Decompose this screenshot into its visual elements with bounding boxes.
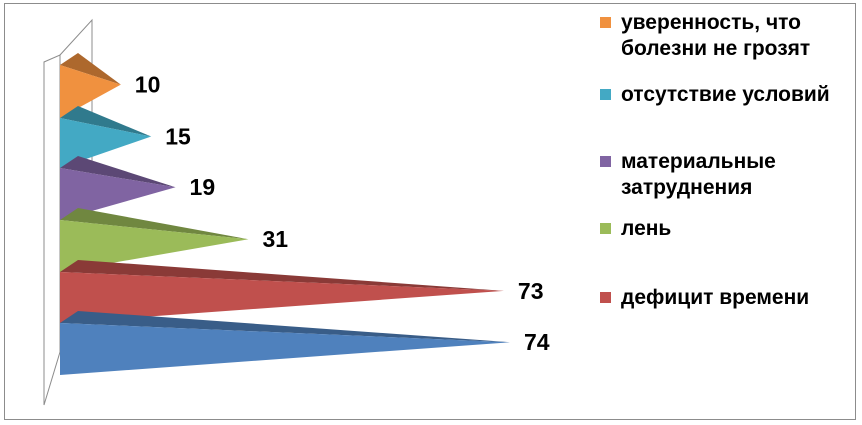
cone-bar-2 [60, 156, 176, 220]
value-label-4: 73 [518, 278, 544, 304]
cone-top-face [60, 208, 249, 240]
legend-item-financial: материальные затруднения [600, 149, 846, 201]
legend-item-laziness: лень [600, 216, 846, 242]
legend-swatch [600, 223, 611, 234]
legend-swatch [600, 292, 611, 303]
cone-top-face [60, 156, 176, 188]
legend-swatch [600, 89, 611, 100]
legend-item-confidence: уверенность, что болезни не грозят [600, 10, 846, 62]
legend-item-no-conditions: отсутствие условий [600, 82, 846, 108]
cone-bar-4 [60, 260, 504, 323]
value-label-1: 15 [165, 124, 191, 150]
value-label-5: 74 [524, 329, 550, 355]
legend-label: материальные затруднения [621, 150, 776, 199]
cone-top-face [60, 311, 510, 343]
cone-bar-5 [60, 311, 510, 375]
legend-label: уверенность, что болезни не грозят [621, 11, 811, 60]
cone-front-face [60, 323, 510, 375]
legend-label: дефицит времени [621, 286, 810, 309]
legend-swatch [600, 156, 611, 167]
cone-front-face [60, 272, 504, 323]
cone-front-face [60, 118, 152, 168]
cone-top-face [60, 260, 504, 291]
cone-front-face [60, 65, 121, 118]
value-label-2: 19 [190, 174, 216, 200]
legend-label: лень [621, 217, 672, 240]
cone-front-face [60, 168, 176, 220]
cone-top-face [60, 106, 152, 137]
value-label-3: 31 [263, 226, 289, 252]
cone-bar-3 [60, 208, 249, 272]
cone-bar-1 [60, 106, 152, 168]
side-wall [43, 54, 61, 406]
cone-front-face [60, 220, 249, 272]
cone-bar-0 [60, 53, 121, 118]
legend-label: отсутствие условий [621, 83, 830, 106]
cone-top-face [60, 53, 121, 85]
legend-item-time-deficit: дефицит времени [600, 285, 846, 311]
chart-bars [60, 53, 510, 375]
value-label-0: 10 [135, 72, 161, 98]
legend-swatch [600, 17, 611, 28]
